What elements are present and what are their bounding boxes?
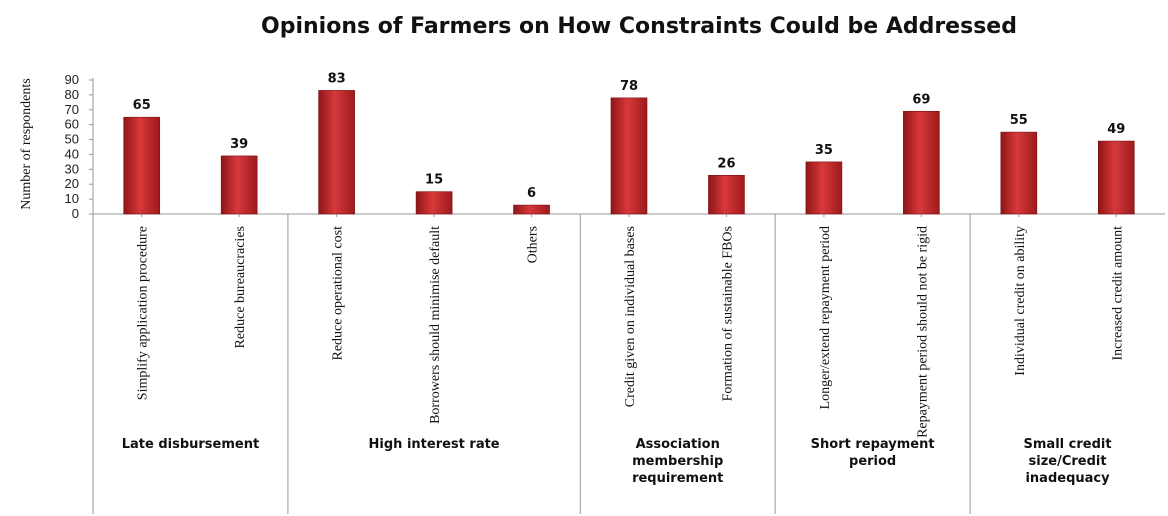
category-label: Increased credit amount (1110, 226, 1125, 361)
data-label: 55 (1010, 113, 1028, 128)
category-label: Reduce operational cost (331, 226, 346, 361)
group-label: membership (632, 454, 723, 469)
category-label: Longer/extend repayment period (818, 226, 833, 409)
data-label: 83 (328, 71, 346, 86)
chart-title: Opinions of Farmers on How Constraints C… (261, 14, 1017, 39)
bar (1097, 140, 1135, 215)
bar (220, 155, 258, 215)
y-tick-label: 80 (65, 87, 79, 102)
bar (805, 161, 843, 215)
data-label: 49 (1107, 122, 1125, 137)
y-tick-label: 70 (65, 102, 79, 117)
bar (708, 174, 745, 215)
y-tick-label: 50 (65, 132, 79, 147)
data-label: 65 (133, 98, 151, 113)
group-label: inadequacy (1025, 471, 1110, 486)
data-label: 35 (815, 143, 833, 158)
category-label: Formation of sustainable FBOs (720, 226, 735, 401)
data-label: 26 (717, 156, 735, 171)
group-label: requirement (632, 471, 723, 486)
bar (123, 116, 161, 215)
data-label: 6 (527, 186, 536, 201)
group-label: Late disbursement (122, 437, 259, 452)
data-label: 39 (230, 137, 248, 152)
data-label: 15 (425, 173, 443, 188)
y-axis-label: Number of respondents (19, 78, 34, 209)
data-label: 69 (912, 92, 930, 107)
bar (1000, 131, 1038, 215)
y-tick-label: 10 (65, 191, 79, 206)
group-label: High interest rate (369, 437, 500, 452)
group-label: period (849, 454, 896, 469)
category-label: Individual credit on ability (1013, 226, 1028, 376)
group-label: Association (636, 437, 720, 452)
category-label: Repayment period should not be rigid (915, 226, 930, 438)
category-label: Borrowers should minimise default (428, 226, 443, 424)
bar (903, 110, 940, 215)
bar (415, 191, 453, 215)
y-tick-label: 40 (65, 146, 79, 161)
y-tick-label: 20 (65, 176, 79, 191)
bar (610, 97, 648, 215)
category-label: Reduce bureaucracies (233, 226, 248, 348)
bar (513, 204, 550, 215)
category-label: Others (526, 226, 541, 263)
y-tick-label: 60 (65, 117, 79, 132)
y-tick-label: 90 (65, 72, 79, 87)
data-label: 78 (620, 79, 638, 94)
category-label: Credit given on individual bases (623, 226, 638, 407)
group-label: Short repayment (811, 437, 935, 452)
category-label: Simplify application procedure (136, 226, 151, 400)
bar (318, 90, 355, 215)
y-tick-label: 0 (72, 206, 79, 221)
group-label: Small credit (1024, 437, 1112, 452)
y-tick-label: 30 (65, 161, 79, 176)
group-label: size/Credit (1029, 454, 1107, 469)
